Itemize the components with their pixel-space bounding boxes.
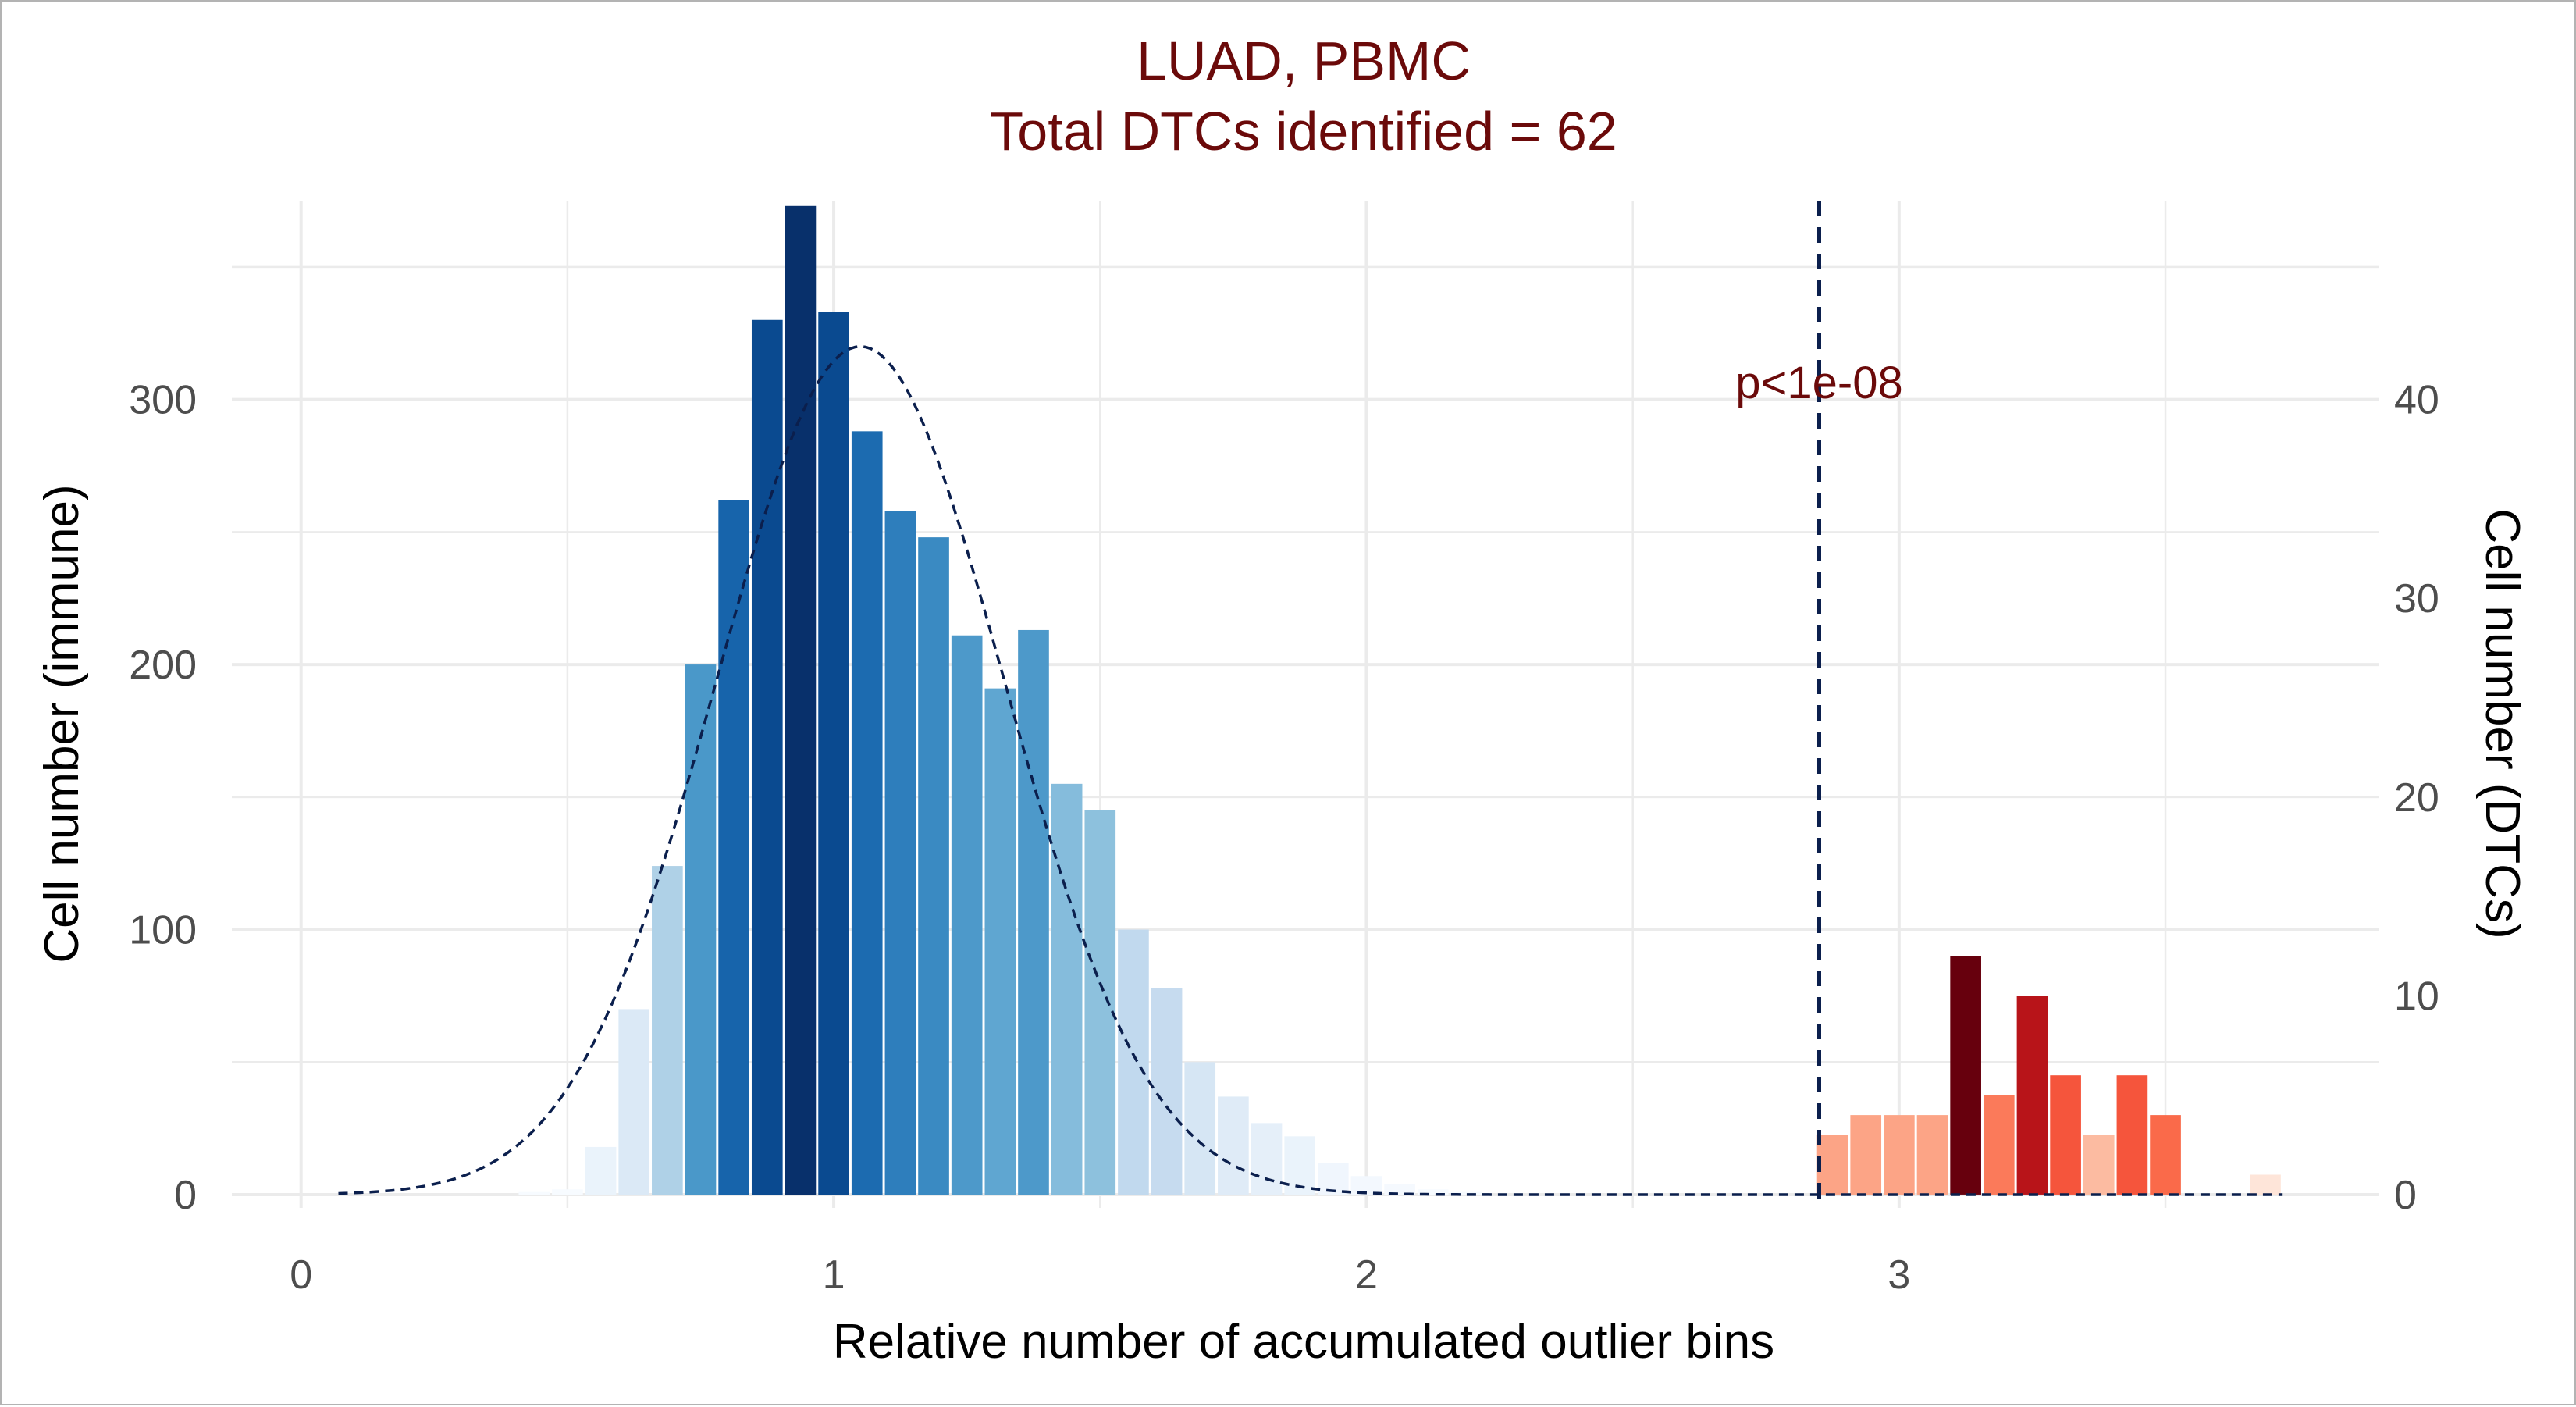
- left-y-axis-ticks: 0 100 200 300: [129, 378, 197, 1218]
- immune-bar: [585, 1146, 617, 1195]
- immune-bar: [884, 511, 916, 1195]
- immune-bar: [618, 1009, 650, 1195]
- left-y-tick-label: 200: [129, 643, 197, 688]
- immune-bar: [1417, 1189, 1449, 1195]
- right-y-tick-label: 0: [2394, 1173, 2417, 1218]
- dtc-bar: [1884, 1115, 1915, 1195]
- left-y-tick-label: 100: [129, 908, 197, 953]
- x-tick-label: 1: [823, 1252, 845, 1298]
- p-value-annotation: p<1e-08: [1735, 358, 1902, 408]
- x-tick-label: 0: [290, 1252, 312, 1298]
- x-tick-label: 2: [1355, 1252, 1378, 1298]
- dtc-bar: [1950, 956, 1981, 1195]
- immune-bar: [718, 500, 749, 1195]
- x-axis-title: Relative number of accumulated outlier b…: [833, 1315, 1774, 1369]
- dtc-bar: [1816, 1135, 1848, 1195]
- dtc-bar: [1916, 1115, 1948, 1195]
- dtc-bar: [1850, 1115, 1882, 1195]
- dtc-bar: [2016, 996, 2048, 1195]
- immune-bar: [951, 635, 983, 1195]
- immune-bar: [1218, 1096, 1249, 1195]
- immune-bar: [1318, 1163, 1349, 1195]
- immune-bar: [851, 431, 883, 1195]
- dtc-bar: [2050, 1075, 2081, 1195]
- immune-bar: [652, 866, 683, 1195]
- immune-bar: [1018, 629, 1049, 1195]
- right-y-tick-label: 20: [2394, 775, 2439, 821]
- left-y-axis-title: Cell number (immune): [35, 484, 89, 963]
- immune-bar: [1384, 1184, 1415, 1195]
- chart-subtitle: Total DTCs identified = 62: [990, 101, 1617, 162]
- immune-bar: [818, 312, 849, 1195]
- right-y-tick-label: 40: [2394, 378, 2439, 423]
- dtc-bar: [2116, 1075, 2148, 1195]
- x-tick-label: 3: [1888, 1252, 1910, 1298]
- immune-bar: [1051, 783, 1083, 1195]
- immune-bar: [685, 664, 717, 1195]
- immune-bar: [918, 537, 949, 1195]
- dtc-bar: [1983, 1095, 2015, 1195]
- immune-bar: [518, 1191, 550, 1195]
- immune-bar: [984, 688, 1016, 1195]
- dtc-bar: [2150, 1115, 2181, 1195]
- density-curve: [338, 344, 2283, 1196]
- right-y-tick-label: 10: [2394, 974, 2439, 1019]
- immune-bar: [1251, 1123, 1283, 1195]
- right-y-tick-label: 30: [2394, 576, 2439, 622]
- immune-bar: [1450, 1191, 1482, 1195]
- grid-lines: [232, 201, 2379, 1208]
- right-y-axis-title: Cell number (DTCs): [2475, 508, 2529, 939]
- histogram-bars: [518, 205, 2281, 1195]
- immune-bar: [1284, 1136, 1316, 1195]
- dtc-bar: [2250, 1174, 2281, 1195]
- dtc-bar: [2083, 1135, 2115, 1195]
- immune-bar: [1350, 1176, 1382, 1195]
- x-axis-ticks: 0 1 2 3: [290, 1252, 1910, 1298]
- immune-bar: [552, 1189, 583, 1195]
- immune-bar: [1084, 810, 1116, 1195]
- immune-bar: [1184, 1062, 1216, 1195]
- immune-bar: [1151, 988, 1183, 1195]
- immune-bar: [1118, 929, 1149, 1195]
- immune-bar: [785, 205, 817, 1195]
- right-y-axis-ticks: 0 10 20 30 40: [2394, 378, 2439, 1218]
- left-y-tick-label: 0: [174, 1173, 197, 1218]
- immune-bar: [751, 319, 783, 1195]
- chart-title: LUAD, PBMC: [1137, 30, 1471, 91]
- left-y-tick-label: 300: [129, 378, 197, 423]
